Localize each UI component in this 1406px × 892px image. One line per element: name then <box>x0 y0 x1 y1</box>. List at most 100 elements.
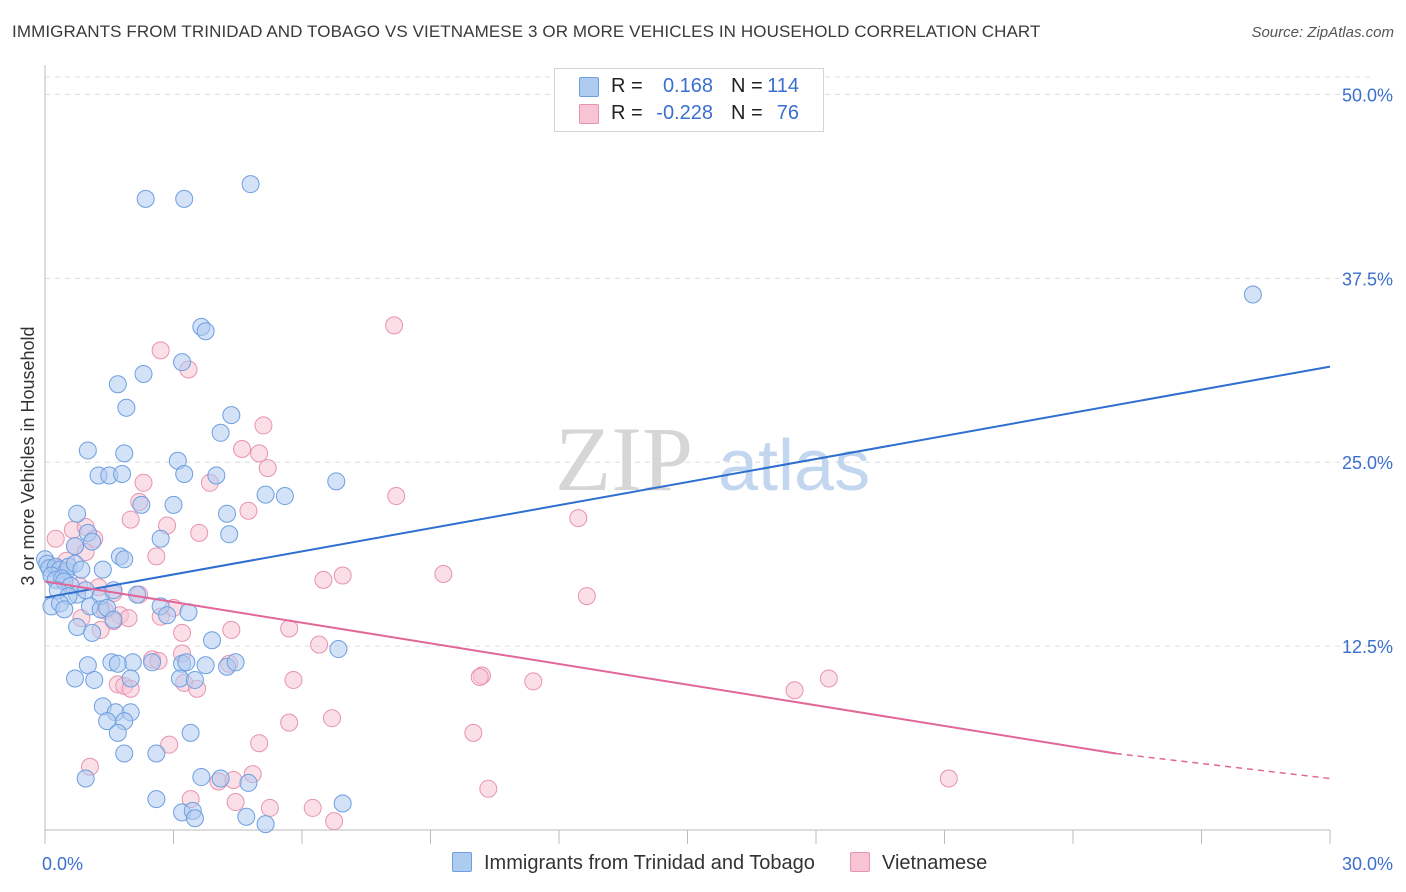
data-point <box>260 798 279 817</box>
data-point <box>207 466 226 485</box>
data-point <box>65 669 84 688</box>
data-point <box>303 798 322 817</box>
data-point <box>222 406 241 425</box>
data-point <box>121 510 140 529</box>
data-point <box>132 495 151 514</box>
data-point <box>190 523 209 542</box>
data-point <box>284 670 303 689</box>
data-point <box>819 669 838 688</box>
data-point <box>115 550 134 569</box>
data-point <box>185 809 204 828</box>
bottom-swatch-blue <box>452 852 472 872</box>
data-point <box>158 606 177 625</box>
data-point <box>68 504 87 523</box>
data-point <box>108 723 127 742</box>
data-point <box>329 640 348 659</box>
data-point <box>325 812 344 831</box>
data-point <box>123 653 142 672</box>
data-point <box>239 501 258 520</box>
trend-line <box>44 365 1331 599</box>
data-point <box>160 735 179 754</box>
data-point <box>117 398 136 417</box>
data-point <box>226 653 245 672</box>
data-point <box>85 670 104 689</box>
data-point <box>258 459 277 478</box>
data-point <box>134 473 153 492</box>
legend-r-label: R = <box>611 102 643 124</box>
data-point <box>250 734 269 753</box>
data-point <box>104 610 123 629</box>
watermark-zip: ZIP <box>555 408 693 510</box>
data-point <box>211 423 230 442</box>
data-point <box>939 769 958 788</box>
data-point <box>151 529 170 548</box>
gridlines <box>45 76 1370 647</box>
data-point <box>333 566 352 585</box>
series-trinidad <box>36 175 1262 834</box>
data-point <box>134 364 153 383</box>
chart-source: Source: ZipAtlas.com <box>1251 24 1394 41</box>
tick-labels: 12.5% 25.0% 37.5% 50.0% 0.0% 30.0% <box>42 85 1393 874</box>
data-point <box>196 656 215 675</box>
legend-swatch-blue <box>579 77 599 97</box>
data-point <box>275 487 294 506</box>
data-point <box>185 670 204 689</box>
chart-title: IMMIGRANTS FROM TRINIDAD AND TOBAGO VS V… <box>12 22 1041 41</box>
data-point <box>434 565 453 584</box>
y-tick-label: 25.0% <box>1342 453 1393 473</box>
data-point <box>196 322 215 341</box>
data-point <box>1243 285 1262 304</box>
data-point <box>569 509 588 528</box>
data-point <box>108 375 127 394</box>
data-point <box>164 495 183 514</box>
watermark: ZIP atlas <box>555 408 870 510</box>
data-point <box>524 672 543 691</box>
bottom-legend-label: Vietnamese <box>882 852 988 874</box>
data-point <box>72 560 91 579</box>
data-point <box>310 635 329 654</box>
data-point <box>250 444 269 463</box>
bottom-legend-trinidad: Immigrants from Trinidad and Tobago <box>452 852 815 875</box>
y-tick-label: 12.5% <box>1342 637 1393 657</box>
data-point <box>314 570 333 589</box>
legend-r-value: 0.168 <box>662 75 713 97</box>
data-point <box>470 668 489 686</box>
legend: R = 0.168 N = 114 R = -0.228 N = 76 <box>554 68 824 132</box>
data-point <box>113 464 132 483</box>
data-point <box>577 587 596 606</box>
data-point <box>385 316 404 335</box>
data-point <box>785 681 804 700</box>
data-point <box>239 773 258 792</box>
data-point <box>173 353 192 372</box>
data-point <box>233 439 252 458</box>
data-point <box>256 485 275 504</box>
legend-n-value: 76 <box>776 102 799 124</box>
data-point <box>170 669 189 688</box>
trend-line-extension <box>1115 752 1331 780</box>
data-point <box>136 189 155 208</box>
data-point <box>68 617 87 636</box>
trend-line <box>44 580 1116 755</box>
data-point <box>108 654 127 673</box>
data-point <box>175 464 194 483</box>
legend-row-trinidad: R = 0.168 N = 114 <box>555 74 823 100</box>
data-point <box>192 768 211 787</box>
legend-r-label: R = <box>611 75 643 97</box>
data-point <box>177 653 196 672</box>
data-point <box>181 723 200 742</box>
data-point <box>83 623 102 642</box>
data-point <box>76 769 95 788</box>
data-point <box>115 444 134 463</box>
data-point <box>280 713 299 732</box>
data-point <box>151 341 170 360</box>
legend-n-value: 114 <box>767 75 799 97</box>
legend-r-value: -0.228 <box>656 102 713 124</box>
data-point <box>322 709 341 728</box>
x-tick-label-max: 30.0% <box>1342 854 1393 874</box>
data-point <box>479 779 498 798</box>
data-point <box>175 189 194 208</box>
legend-n-label: N = <box>731 102 763 124</box>
bottom-legend-label: Immigrants from Trinidad and Tobago <box>484 852 815 874</box>
y-axis-label: 3 or more Vehicles in Household <box>18 326 38 585</box>
